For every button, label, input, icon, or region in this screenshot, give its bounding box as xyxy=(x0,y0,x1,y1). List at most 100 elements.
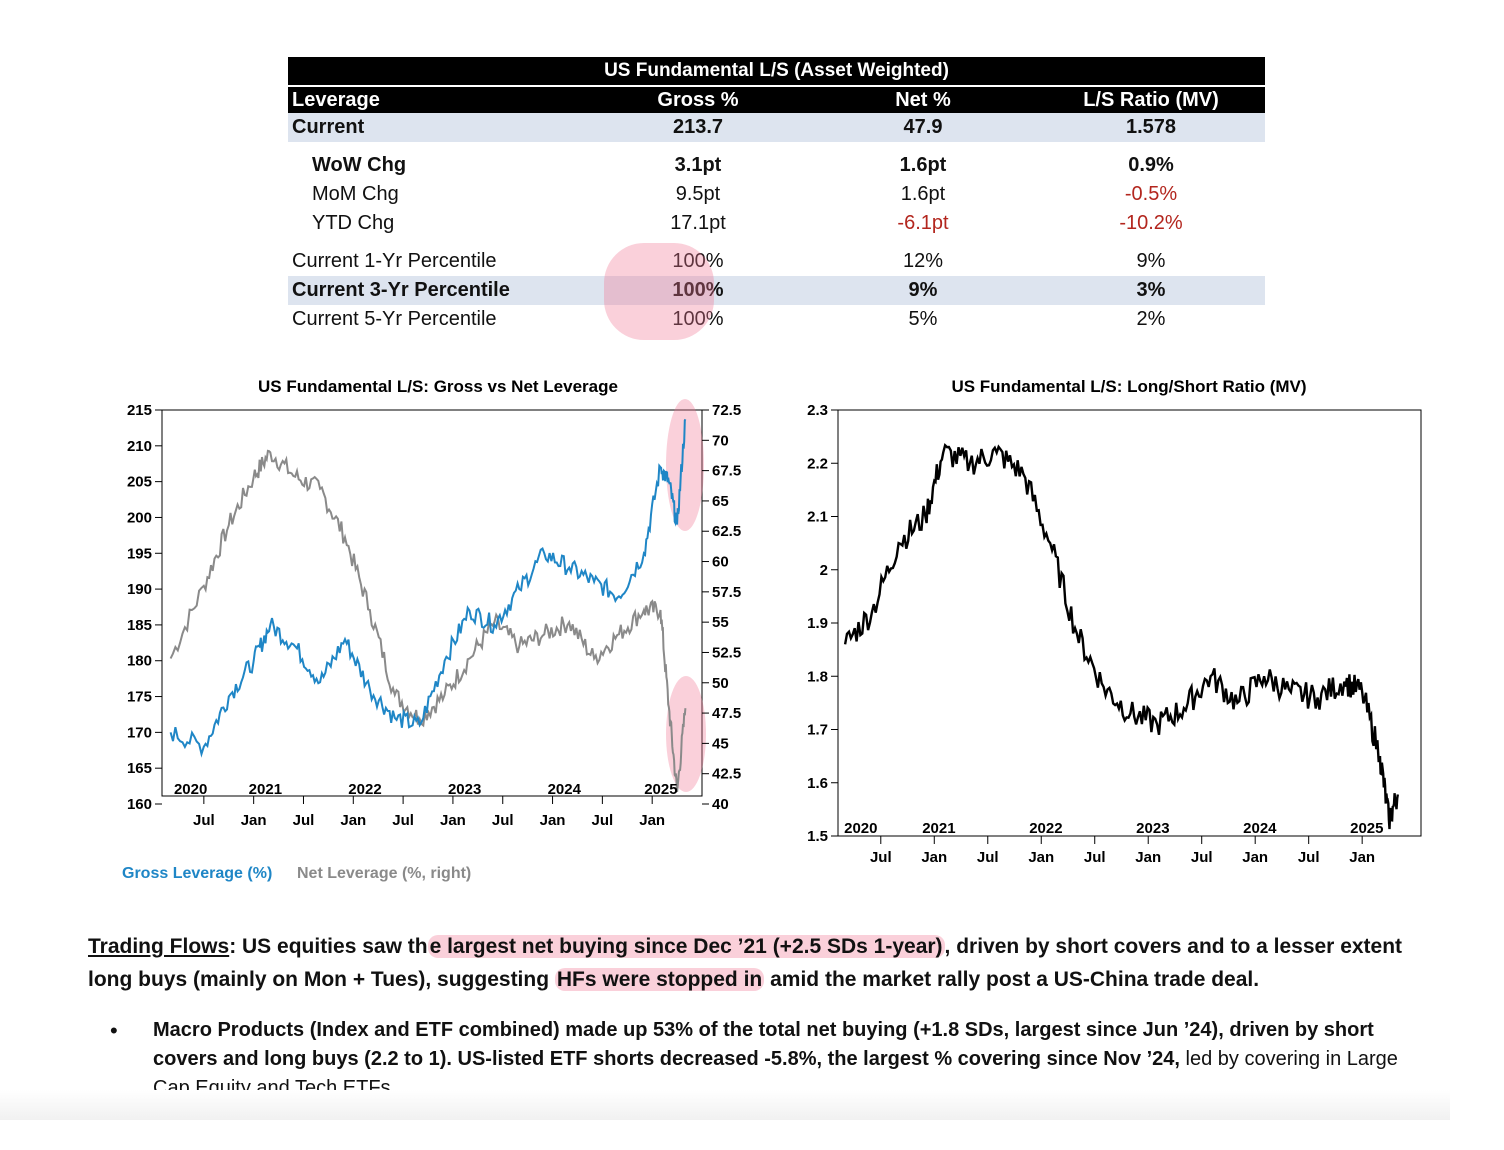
ratio-value: -0.5% xyxy=(1124,183,1178,205)
net-value: 5% xyxy=(908,308,938,330)
y-tick-label-left: 160 xyxy=(127,796,152,813)
y-tick-label: 1.9 xyxy=(807,615,828,632)
y-tick-label-left: 180 xyxy=(127,653,152,670)
y-tick-label-right: 50 xyxy=(712,675,729,692)
year-label: 2022 xyxy=(348,781,381,798)
x-tick-label: Jan xyxy=(540,812,566,829)
ratio-value: -10.2% xyxy=(1119,212,1183,234)
y-tick-label: 1.5 xyxy=(807,828,828,845)
x-tick-label: Jan xyxy=(639,812,665,829)
ratio-value: 1.578 xyxy=(1125,116,1177,138)
x-tick-label: Jan xyxy=(1242,849,1268,866)
y-tick-label: 2.2 xyxy=(807,455,828,472)
table-row-wow: WoW Chg 3.1pt 1.6pt 0.9% xyxy=(288,151,1265,180)
header-leverage: Leverage xyxy=(292,88,380,111)
table-row-ytd: YTD Chg 17.1pt -6.1pt -10.2% xyxy=(288,209,1265,238)
table-row-current: Current 213.7 47.9 1.578 xyxy=(288,113,1265,142)
y-tick-label-left: 190 xyxy=(127,581,152,598)
y-tick-label-right: 60 xyxy=(712,554,729,571)
summary-table: US Fundamental L/S (Asset Weighted) Leve… xyxy=(288,57,1265,334)
y-tick-label-right: 55 xyxy=(712,614,729,631)
y-tick-label-left: 165 xyxy=(127,760,152,777)
gross-net-leverage-chart: US Fundamental L/S: Gross vs Net Leverag… xyxy=(122,377,741,882)
net-value: 1.6pt xyxy=(900,183,946,205)
y-tick-label-right: 72.5 xyxy=(712,402,741,419)
table-header-row: Leverage Gross % Net % L/S Ratio (MV) xyxy=(288,87,1265,113)
x-tick-label: Jul xyxy=(1084,849,1106,866)
flows-heading: Trading Flows xyxy=(88,935,230,958)
table-row-5yr: Current 5-Yr Percentile 100% 5% 2% xyxy=(288,305,1265,334)
legend-net: Net Leverage (%, right) xyxy=(297,865,471,882)
x-tick-label: Jul xyxy=(193,812,215,829)
x-tick-label: Jul xyxy=(392,812,414,829)
x-tick-label: Jan xyxy=(1028,849,1054,866)
row-label: Current 5-Yr Percentile xyxy=(292,308,497,330)
legend-gross: Gross Leverage (%) xyxy=(122,865,272,882)
table-row-3yr: Current 3-Yr Percentile 100% 9% 3% xyxy=(288,276,1265,305)
y-tick-label-left: 200 xyxy=(127,509,152,526)
y-tick-label-left: 210 xyxy=(127,438,152,455)
ratio-value: 3% xyxy=(1136,279,1166,301)
y-tick-label: 2.1 xyxy=(807,509,828,526)
y-tick-label-left: 195 xyxy=(127,545,152,562)
x-tick-label: Jul xyxy=(1191,849,1213,866)
x-tick-label: Jan xyxy=(440,812,466,829)
x-tick-label: Jul xyxy=(293,812,315,829)
year-label: 2020 xyxy=(844,820,877,837)
y-tick-label-right: 62.5 xyxy=(712,523,741,540)
year-label: 2023 xyxy=(448,781,481,798)
net-value: -6.1pt xyxy=(897,212,949,234)
gross-value: 100% xyxy=(672,250,724,272)
gross-value: 213.7 xyxy=(672,116,724,138)
ratio-value: 9% xyxy=(1136,250,1166,272)
y-tick-label-right: 42.5 xyxy=(712,766,741,783)
bullet-bold-text: Macro Products (Index and ETF combined) … xyxy=(153,1019,1374,1070)
y-tick-label: 1.8 xyxy=(807,668,828,685)
y-tick-label-left: 205 xyxy=(127,474,152,491)
year-label: 2022 xyxy=(1029,820,1062,837)
x-tick-label: Jul xyxy=(870,849,892,866)
year-label: 2024 xyxy=(1243,820,1277,837)
highlight-mark xyxy=(666,676,706,792)
highlight-mark xyxy=(666,399,704,531)
x-tick-label: Jan xyxy=(1135,849,1161,866)
y-tick-label-right: 45 xyxy=(712,735,729,752)
table-row-1yr: Current 1-Yr Percentile 100% 12% 9% xyxy=(288,247,1265,276)
header-gross: Gross % xyxy=(657,88,739,111)
page-bottom-shade xyxy=(0,1090,1450,1120)
table-row-mom: MoM Chg 9.5pt 1.6pt -0.5% xyxy=(288,180,1265,209)
y-tick-label: 2.3 xyxy=(807,402,828,419)
row-label: WoW Chg xyxy=(312,154,407,176)
x-tick-label: Jul xyxy=(1298,849,1320,866)
year-label: 2024 xyxy=(548,781,582,798)
year-label: 2021 xyxy=(249,781,282,798)
y-tick-label: 1.6 xyxy=(807,775,828,792)
y-tick-label-right: 40 xyxy=(712,796,729,813)
chart-title: US Fundamental L/S: Gross vs Net Leverag… xyxy=(258,377,618,396)
year-label: 2021 xyxy=(922,820,955,837)
y-tick-label: 1.7 xyxy=(807,722,828,739)
gross-value: 3.1pt xyxy=(674,154,722,176)
y-tick-label-right: 67.5 xyxy=(712,463,741,480)
y-tick-label-left: 175 xyxy=(127,689,152,706)
bullet-marker: • xyxy=(110,1018,118,1043)
header-net: Net % xyxy=(895,88,951,111)
net-value: 12% xyxy=(902,250,944,272)
flows-text: amid the market rally post a US-China tr… xyxy=(764,968,1260,991)
row-label: Current 3-Yr Percentile xyxy=(292,279,510,301)
series-line-ratio xyxy=(843,443,1399,830)
year-label: 2020 xyxy=(174,781,207,798)
net-value: 47.9 xyxy=(903,116,943,138)
gross-value: 9.5pt xyxy=(675,183,721,205)
y-tick-label-right: 57.5 xyxy=(712,584,741,601)
flows-text: : US equities saw th xyxy=(229,935,428,958)
gross-value: 100% xyxy=(672,308,724,330)
gross-value: 17.1pt xyxy=(670,212,726,234)
gross-value: 100% xyxy=(672,279,724,301)
ratio-value: 2% xyxy=(1136,308,1166,330)
y-tick-label-right: 47.5 xyxy=(712,705,741,722)
highlight-mark xyxy=(604,243,714,340)
flows-text: , driven by short covers and to a lesser… xyxy=(88,935,1403,991)
y-tick-label: 2 xyxy=(820,562,828,579)
row-label: YTD Chg xyxy=(312,212,395,234)
